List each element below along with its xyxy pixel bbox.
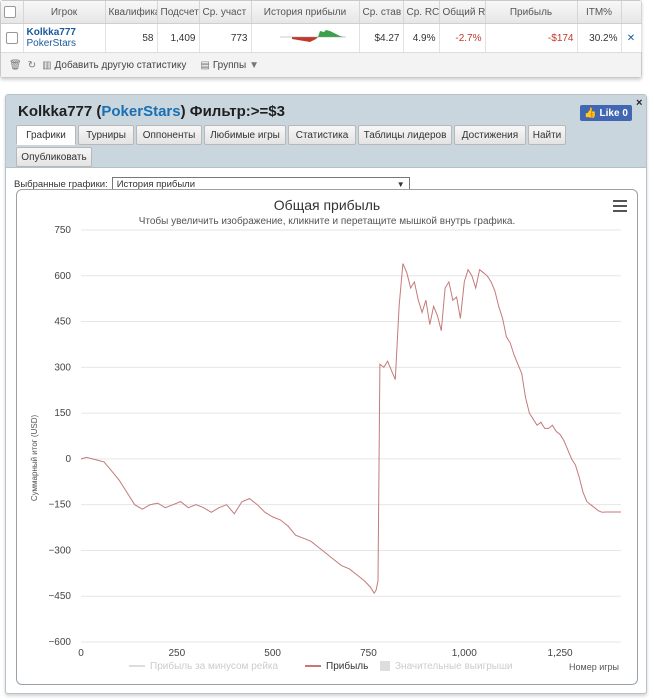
col-avg-stake[interactable]: Ср. став <box>359 1 404 24</box>
col-count[interactable]: Подсчет <box>157 1 200 24</box>
tab-graphs[interactable]: Графики <box>16 125 76 145</box>
col-avg-roi[interactable]: Ср. RC <box>403 1 440 24</box>
col-player[interactable]: Игрок <box>23 1 106 24</box>
groups-dropdown[interactable]: ▤ Группы ▼ <box>200 60 259 71</box>
y-axis-ticks: 750 600 450 300 150 0 −150 −300 −450 −600 <box>48 225 71 648</box>
tab-leaderboards[interactable]: Таблицы лидеров <box>358 125 452 145</box>
facebook-like-button[interactable]: 👍 Like 0 <box>580 105 632 121</box>
stats-header-row: Игрок Квалифика Подсчет Ср. участ Истори… <box>1 1 642 24</box>
groups-icon: ▤ <box>200 59 210 71</box>
graph-select-label: Выбранные графики: <box>14 178 108 190</box>
table-row: Kolkka777 PokerStars 58 1,409 773 $4.27 … <box>1 23 642 52</box>
avg-roi-value: 4.9% <box>403 23 440 52</box>
stats-table-panel: Игрок Квалифика Подсчет Ср. участ Истори… <box>0 0 642 78</box>
add-stat-button[interactable]: ▥ Добавить другую статистику <box>42 60 186 71</box>
row-checkbox[interactable] <box>1 23 24 52</box>
panel-player-name: Kolkka777 <box>18 103 93 120</box>
chevron-down-icon: ▼ <box>249 59 260 71</box>
x-axis-ticks: 0 250 500 750 1,000 1,250 <box>78 648 573 659</box>
like-label: Like 0 <box>599 107 628 119</box>
x-tick-label: 0 <box>78 648 84 659</box>
hamburger-menu-icon[interactable] <box>613 200 627 212</box>
close-icon[interactable]: × <box>636 97 643 109</box>
tab-favorite-games[interactable]: Любимые игры <box>204 125 286 145</box>
stats-toolbar: 🗑 ↻ ▥ Добавить другую статистику ▤ Групп… <box>1 52 641 77</box>
player-link[interactable]: Kolkka777 <box>26 27 76 38</box>
profit-value: -$174 <box>485 23 578 52</box>
y-tick-label: 450 <box>54 317 71 328</box>
x-tick-label: 250 <box>168 648 185 659</box>
col-qualify[interactable]: Квалифика <box>105 1 158 24</box>
x-tick-label: 750 <box>360 648 377 659</box>
select-all-checkbox[interactable] <box>1 1 24 24</box>
tab-publish[interactable]: Опубликовать <box>16 147 92 167</box>
avg-stake-value: $4.27 <box>359 23 404 52</box>
groups-label: Группы <box>212 59 247 71</box>
col-profit[interactable]: Прибыль <box>485 1 578 24</box>
y-axis-label: Суммарный итог (USD) <box>30 415 39 502</box>
col-total-roi[interactable]: Общий R <box>439 1 486 24</box>
x-tick-label: 1,000 <box>452 648 477 659</box>
x-tick-label: 500 <box>264 648 281 659</box>
refresh-icon[interactable]: ↻ <box>27 59 37 71</box>
col-close <box>621 1 642 24</box>
player-cell: Kolkka777 PokerStars <box>23 23 106 52</box>
avg-entrants-value: 773 <box>199 23 252 52</box>
panel-filter: Фильтр:>=$3 <box>189 103 285 120</box>
player-panel: Kolkka777 (PokerStars) Фильтр:>=$3 👍 Lik… <box>5 94 647 694</box>
col-profit-history[interactable]: История прибыли <box>251 1 360 24</box>
col-avg-entrants[interactable]: Ср. участ <box>199 1 252 24</box>
y-tick-label: −300 <box>48 545 71 556</box>
chart-subtitle: Чтобы увеличить изображение, кликните и … <box>139 215 516 227</box>
add-stat-label: Добавить другую статистику <box>54 59 187 71</box>
chart-container[interactable]: Общая прибыль Чтобы увеличить изображени… <box>16 189 638 685</box>
chevron-down-icon: ▼ <box>396 179 405 189</box>
y-tick-label: 0 <box>65 454 71 465</box>
chart-legend: Прибыль за минусом рейка Прибыль Значите… <box>129 660 513 672</box>
x-tick-label: 1,250 <box>548 648 573 659</box>
site-link[interactable]: PokerStars <box>26 38 76 49</box>
count-value: 1,409 <box>157 23 200 52</box>
tab-achievements[interactable]: Достижения <box>454 125 526 145</box>
panel-title: Kolkka777 (PokerStars) Фильтр:>=$3 <box>18 103 285 120</box>
tab-statistics[interactable]: Статистика <box>288 125 356 145</box>
chart-grid <box>81 229 621 643</box>
legend-profit[interactable]: Прибыль <box>326 660 368 672</box>
profit-sparkline <box>251 23 360 52</box>
stats-table: Игрок Квалифика Подсчет Ср. участ Истори… <box>1 1 642 52</box>
tab-find[interactable]: Найти <box>528 125 566 145</box>
total-roi-value: -2.7% <box>439 23 486 52</box>
profit-chart[interactable]: Общая прибыль Чтобы увеличить изображени… <box>17 190 637 684</box>
panel-site-link[interactable]: PokerStars <box>101 103 181 120</box>
legend-big-wins[interactable]: Значительные выигрыши <box>395 661 513 672</box>
profit-series-line <box>80 263 621 595</box>
tab-opponents[interactable]: Оппоненты <box>136 125 202 145</box>
y-tick-label: −450 <box>48 591 71 602</box>
legend-net-profit[interactable]: Прибыль за минусом рейка <box>150 660 279 672</box>
tab-tournaments[interactable]: Турниры <box>78 125 134 145</box>
y-tick-label: −150 <box>48 500 71 511</box>
columns-icon: ▥ <box>42 59 52 71</box>
thumbs-up-icon: 👍 <box>584 107 597 119</box>
row-close-icon[interactable]: ✕ <box>621 23 642 52</box>
qualify-value: 58 <box>105 23 158 52</box>
x-axis-label: Номер игры <box>569 662 619 672</box>
legend-big-wins-marker <box>380 661 390 671</box>
col-itm[interactable]: ITM% <box>577 1 622 24</box>
trash-icon[interactable]: 🗑 <box>9 59 22 71</box>
itm-value: 30.2% <box>577 23 622 52</box>
y-tick-label: 600 <box>54 271 71 282</box>
chart-title: Общая прибыль <box>274 197 380 213</box>
y-tick-label: 150 <box>54 408 71 419</box>
y-tick-label: 300 <box>54 362 71 373</box>
sparkline-chart <box>280 29 346 42</box>
y-tick-label: 750 <box>54 225 71 236</box>
graph-select-value: История прибыли <box>116 178 196 190</box>
y-tick-label: −600 <box>48 637 71 648</box>
panel-header: Kolkka777 (PokerStars) Фильтр:>=$3 👍 Lik… <box>6 95 646 168</box>
